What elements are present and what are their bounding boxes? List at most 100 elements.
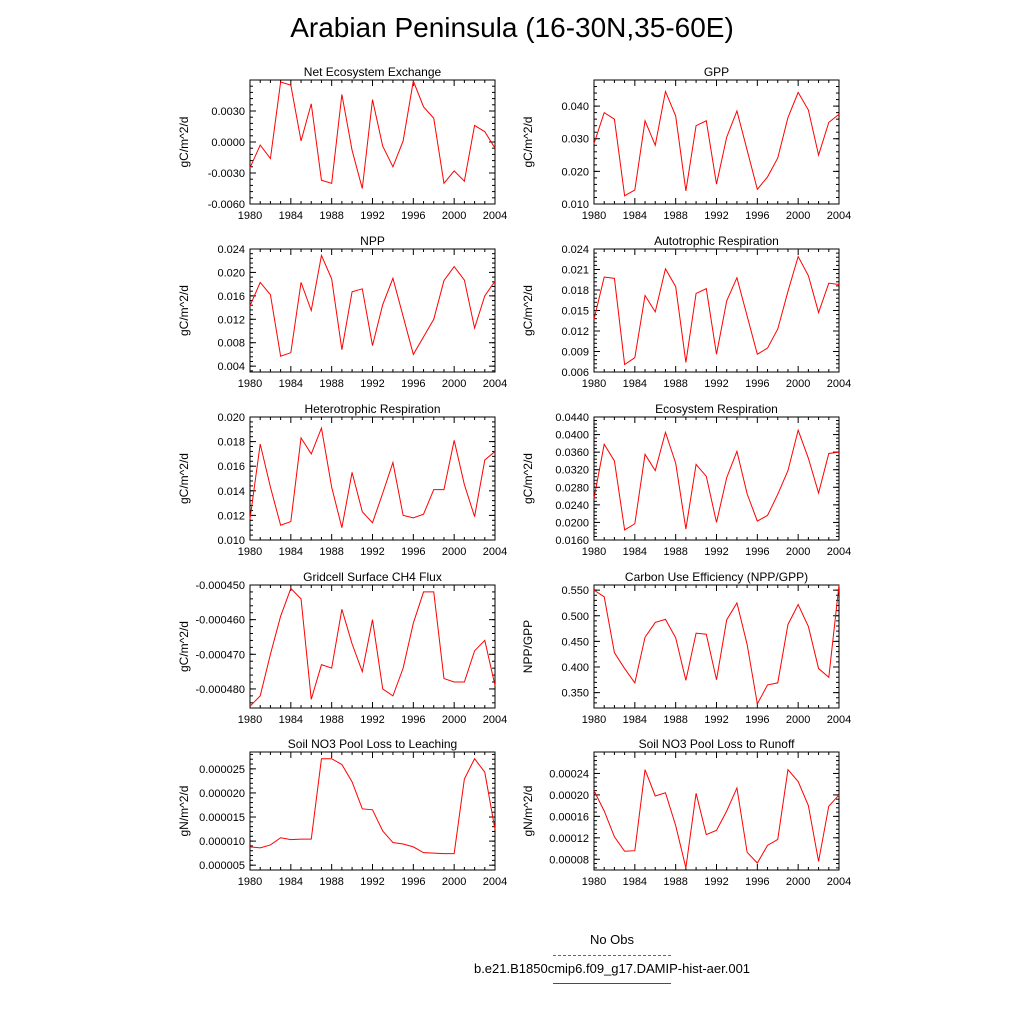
panel-title: Soil NO3 Pool Loss to Leaching — [288, 737, 457, 751]
x-tick-label: 1980 — [238, 546, 262, 558]
x-tick-label: 1992 — [704, 714, 728, 726]
legend-label-model: b.e21.B1850cmip6.f09_g17.DAMIP-hist-aer.… — [473, 961, 751, 976]
y-axis-label: gC/m^2/d — [177, 117, 191, 168]
x-tick-label: 1984 — [279, 876, 303, 888]
y-tick-label: 0.024 — [561, 244, 589, 256]
x-tick-label: 1988 — [663, 876, 687, 888]
x-tick-label: 1996 — [401, 378, 425, 390]
x-tick-label: 1992 — [704, 378, 728, 390]
x-tick-label: 1988 — [319, 876, 343, 888]
y-tick-label: 0.016 — [217, 291, 245, 303]
x-tick-label: 1988 — [663, 714, 687, 726]
legend-label-obs: No Obs — [589, 932, 635, 947]
y-axis-label: NPP/GPP — [521, 620, 535, 673]
y-tick-label: 0.009 — [561, 347, 589, 359]
y-tick-label: -0.0060 — [208, 199, 245, 211]
x-tick-label: 1992 — [704, 546, 728, 558]
x-tick-label: 1992 — [704, 210, 728, 222]
y-tick-label: 0.0000 — [211, 137, 245, 149]
x-tick-label: 1980 — [582, 714, 606, 726]
y-tick-label: 0.000015 — [199, 812, 245, 824]
x-tick-label: 1984 — [279, 210, 303, 222]
x-tick-label: 1996 — [401, 714, 425, 726]
y-axis-label: gC/m^2/d — [521, 285, 535, 336]
series-line — [593, 768, 840, 868]
x-tick-label: 1996 — [401, 546, 425, 558]
x-tick-label: 1984 — [623, 378, 647, 390]
y-axis-label: gC/m^2/d — [177, 285, 191, 336]
panel-6: Ecosystem Respiration gC/m^2/d 1980 1984 198… — [521, 402, 851, 558]
x-tick-label: 1988 — [663, 210, 687, 222]
y-tick-label: 0.012 — [217, 510, 245, 522]
y-tick-label: 0.00008 — [549, 854, 589, 866]
plot-frame — [249, 751, 496, 871]
x-tick-label: 2004 — [483, 876, 507, 888]
y-tick-label: 0.0360 — [555, 447, 589, 459]
x-tick-label: 2004 — [827, 876, 851, 888]
y-axis-label: gN/m^2/d — [177, 786, 191, 837]
y-tick-label: 0.000025 — [199, 764, 245, 776]
x-tick-label: 1980 — [238, 378, 262, 390]
y-tick-label: 0.018 — [217, 437, 245, 449]
x-tick-label: 1980 — [582, 876, 606, 888]
x-tick-label: 1992 — [360, 876, 384, 888]
x-tick-label: 2000 — [442, 714, 466, 726]
y-tick-label: 0.020 — [561, 166, 589, 178]
y-tick-label: 0.012 — [217, 314, 245, 326]
x-tick-label: 2004 — [827, 714, 851, 726]
series-line — [249, 426, 496, 528]
plot-frame — [593, 584, 840, 709]
y-tick-label: 0.006 — [561, 367, 589, 379]
plot-frame — [249, 584, 496, 709]
series-line — [593, 428, 840, 531]
x-tick-label: 2000 — [786, 714, 810, 726]
x-tick-label: 1980 — [582, 378, 606, 390]
y-tick-label: 0.0160 — [555, 535, 589, 547]
y-tick-label: 0.015 — [561, 306, 589, 318]
y-tick-label: 0.010 — [217, 535, 245, 547]
y-axis-label: gC/m^2/d — [177, 453, 191, 504]
panel-8: Carbon Use Efficiency (NPP/GPP) NPP/GPP 19… — [521, 570, 851, 726]
x-tick-label: 1980 — [238, 714, 262, 726]
panel-title: Carbon Use Efficiency (NPP/GPP) — [625, 570, 808, 584]
y-axis-label: gC/m^2/d — [521, 117, 535, 168]
y-tick-label: 0.450 — [561, 636, 589, 648]
x-tick-label: 1984 — [623, 546, 647, 558]
series-line — [249, 79, 496, 189]
y-tick-label: -0.000460 — [195, 615, 245, 627]
panel-title: Net Ecosystem Exchange — [304, 65, 442, 79]
y-tick-label: 0.014 — [217, 486, 245, 498]
x-tick-label: 2004 — [827, 546, 851, 558]
y-tick-label: -0.0030 — [208, 168, 245, 180]
x-tick-label: 2000 — [786, 210, 810, 222]
y-tick-label: 0.000010 — [199, 836, 245, 848]
panel-5: Heterotrophic Respiration gC/m^2/d 1980 198… — [177, 402, 507, 558]
x-tick-label: 2000 — [442, 876, 466, 888]
x-tick-label: 1984 — [279, 714, 303, 726]
y-tick-label: 0.020 — [217, 267, 245, 279]
x-tick-label: 2004 — [483, 378, 507, 390]
x-tick-label: 1988 — [319, 210, 343, 222]
panel-4: Autotrophic Respiration gC/m^2/d 1980 1984 1… — [521, 234, 851, 390]
y-tick-label: 0.012 — [561, 326, 589, 338]
figure-title: Arabian Peninsula (16-30N,35-60E) — [290, 12, 734, 43]
x-tick-label: 2004 — [483, 714, 507, 726]
y-axis-label: gN/m^2/d — [521, 786, 535, 837]
x-tick-label: 1980 — [238, 876, 262, 888]
x-tick-label: 2004 — [483, 546, 507, 558]
panel-1: Net Ecosystem Exchange gC/m^2/d 1980 1984 19… — [177, 65, 507, 222]
x-tick-label: 1992 — [360, 714, 384, 726]
legend-line-obs — [553, 955, 671, 956]
x-tick-label: 1996 — [745, 546, 769, 558]
x-tick-label: 1984 — [279, 546, 303, 558]
x-tick-label: 1984 — [623, 714, 647, 726]
y-tick-label: 0.000020 — [199, 788, 245, 800]
y-tick-label: 0.0440 — [555, 412, 589, 424]
y-tick-label: 0.0200 — [555, 517, 589, 529]
x-tick-label: 2004 — [827, 378, 851, 390]
panel-title: Gridcell Surface CH4 Flux — [303, 570, 442, 584]
y-tick-label: 0.020 — [217, 412, 245, 424]
panel-9: Soil NO3 Pool Loss to Leaching gN/m^2/d 19… — [177, 737, 507, 888]
panel-title: Soil NO3 Pool Loss to Runoff — [639, 737, 796, 751]
